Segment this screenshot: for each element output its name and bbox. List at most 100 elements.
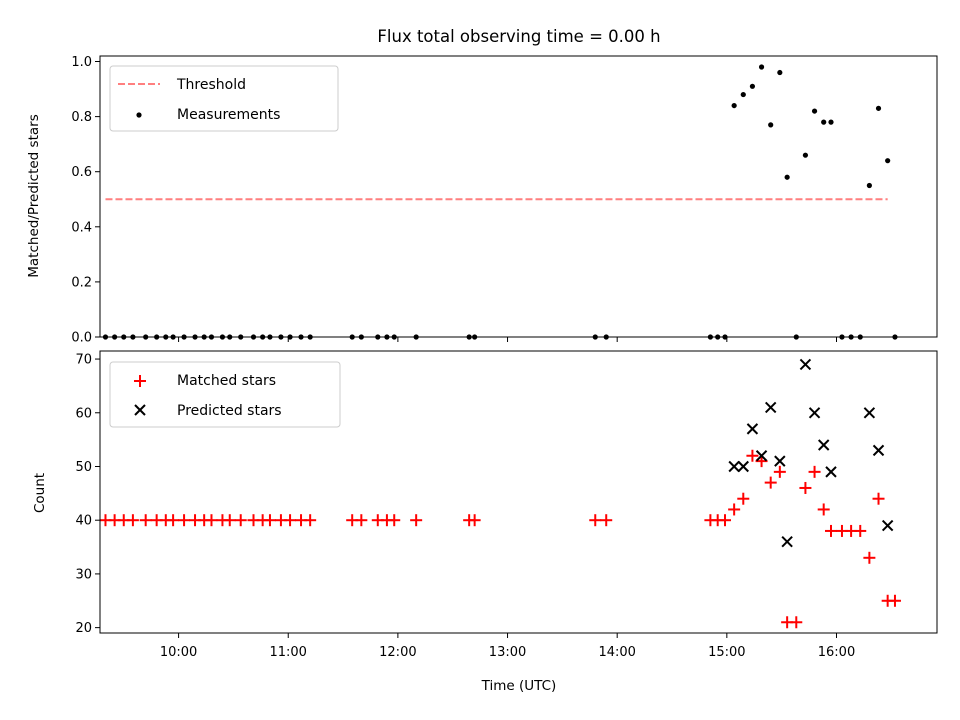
top-y-tick-label: 1.0 <box>71 55 92 70</box>
measurement-point <box>740 91 746 98</box>
top-y-tick-label: 0.8 <box>71 110 92 125</box>
matched-stars-point <box>178 514 191 527</box>
matched-stars-point <box>304 514 317 527</box>
bottom-y-tick-label: 40 <box>75 514 92 529</box>
matched-stars-point <box>737 492 750 505</box>
measurement-point <box>821 119 827 125</box>
legend-predicted-swatch <box>134 404 146 416</box>
measurement-point <box>731 102 737 109</box>
x-axis-label: Time (UTC) <box>481 678 557 694</box>
matched-stars-point <box>817 503 830 516</box>
bottom-y-tick-label: 20 <box>75 621 92 636</box>
measurement-point <box>828 119 834 125</box>
legend-matched-label: Matched stars <box>177 373 276 389</box>
bottom-panel: Count Time (UTC) 20 30 40 50 60 70 10:00 11:00… <box>32 350 938 694</box>
matched-stars-point <box>728 503 741 516</box>
top-legend: Threshold Measurements <box>109 65 339 132</box>
predicted-stars-point <box>799 358 812 371</box>
matched-stars-point <box>205 514 218 527</box>
bottom-plot-frame <box>99 350 938 634</box>
predicted-stars-point <box>737 460 749 473</box>
bottom-x-tick-label: 10:00 <box>160 645 197 660</box>
predicted-stars-point <box>755 450 768 462</box>
measurement-point <box>811 108 818 114</box>
measurement-point <box>749 83 756 89</box>
matched-stars-point <box>888 594 901 607</box>
measurement-point <box>777 69 783 76</box>
legend-matched-swatch <box>134 375 146 387</box>
top-x-ticks <box>178 337 837 342</box>
bottom-x-tick-label: 14:00 <box>598 645 635 660</box>
matched-stars-point <box>284 514 297 527</box>
top-panel: Matched/Predicted stars 0.0 0.2 0.4 0.6 0.8 1… <box>26 55 938 346</box>
matched-stars-point <box>746 449 759 462</box>
top-y-axis-label: Matched/Predicted stars <box>26 114 42 277</box>
top-y-tick-label: 0.4 <box>71 220 92 235</box>
bottom-x-tick-label: 12:00 <box>379 645 416 660</box>
matched-stars-point <box>263 514 276 527</box>
measurement-point <box>758 64 765 70</box>
matched-stars-point <box>589 514 602 527</box>
top-legend-box <box>109 65 339 132</box>
measurement-point <box>885 158 891 164</box>
top-series <box>102 64 898 340</box>
bottom-x-tick-label: 11:00 <box>269 645 306 660</box>
predicted-stars-point <box>808 407 821 419</box>
top-y-tick-label: 0.0 <box>71 331 92 346</box>
predicted-stars-point <box>825 466 837 478</box>
matched-stars-point <box>126 514 139 527</box>
predicted-stars-point <box>728 460 740 473</box>
matched-stars-point <box>773 465 786 478</box>
predicted-stars-point <box>781 535 793 548</box>
bottom-y-ticks: 20 30 40 50 60 70 <box>75 353 100 636</box>
top-plot-frame <box>99 55 938 338</box>
matched-stars-point <box>167 514 180 527</box>
matched-stars-point <box>719 514 732 527</box>
matched-stars-point <box>223 514 236 527</box>
legend-measurements-label: Measurements <box>177 107 280 123</box>
legend-measurements-swatch <box>136 112 142 118</box>
legend-predicted-label: Predicted stars <box>177 403 282 419</box>
matched-stars-point <box>825 524 838 537</box>
measurement-point <box>784 174 790 180</box>
predicted-stars-point <box>872 444 885 457</box>
predicted-stars-point <box>764 401 777 414</box>
bottom-x-tick-label: 13:00 <box>489 645 526 660</box>
matched-stars-point <box>468 514 481 527</box>
matched-stars-point <box>600 514 613 527</box>
bottom-series <box>99 358 901 629</box>
bottom-legend: Matched stars Predicted stars <box>109 361 341 428</box>
matched-stars-point <box>799 481 812 494</box>
measurement-point <box>875 105 882 111</box>
bottom-x-ticks: 10:00 11:00 12:00 13:00 14:00 15:00 16:00 <box>160 633 855 660</box>
measurement-point <box>768 122 774 128</box>
bottom-legend-box <box>109 361 341 428</box>
matched-stars-point <box>764 476 777 489</box>
matched-stars-point <box>388 514 401 527</box>
matched-stars-point <box>872 492 885 505</box>
bottom-y-tick-label: 60 <box>75 406 92 421</box>
matched-stars-point <box>139 514 152 527</box>
bottom-y-tick-label: 50 <box>75 460 92 475</box>
matched-stars-point <box>854 524 867 537</box>
matched-stars-point <box>808 465 821 478</box>
predicted-stars-point <box>817 439 830 451</box>
matched-stars-point <box>863 551 876 564</box>
measurement-point <box>802 152 809 158</box>
matched-stars-point <box>790 616 803 629</box>
top-y-tick-label: 0.2 <box>71 275 92 290</box>
top-y-tick-label: 0.6 <box>71 165 92 180</box>
matched-stars-point <box>410 514 423 527</box>
bottom-y-axis-label: Count <box>32 473 48 513</box>
matched-stars-point <box>234 514 247 527</box>
predicted-stars-point <box>881 519 894 532</box>
legend-threshold-label: Threshold <box>176 77 246 93</box>
measurement-point <box>866 182 872 189</box>
bottom-x-tick-label: 16:00 <box>818 645 855 660</box>
predicted-stars-point <box>746 423 759 435</box>
chart-title: Flux total observing time = 0.00 h <box>377 27 660 46</box>
bottom-y-tick-label: 30 <box>75 567 92 582</box>
bottom-y-tick-label: 70 <box>75 353 92 368</box>
matched-stars-point <box>355 514 368 527</box>
